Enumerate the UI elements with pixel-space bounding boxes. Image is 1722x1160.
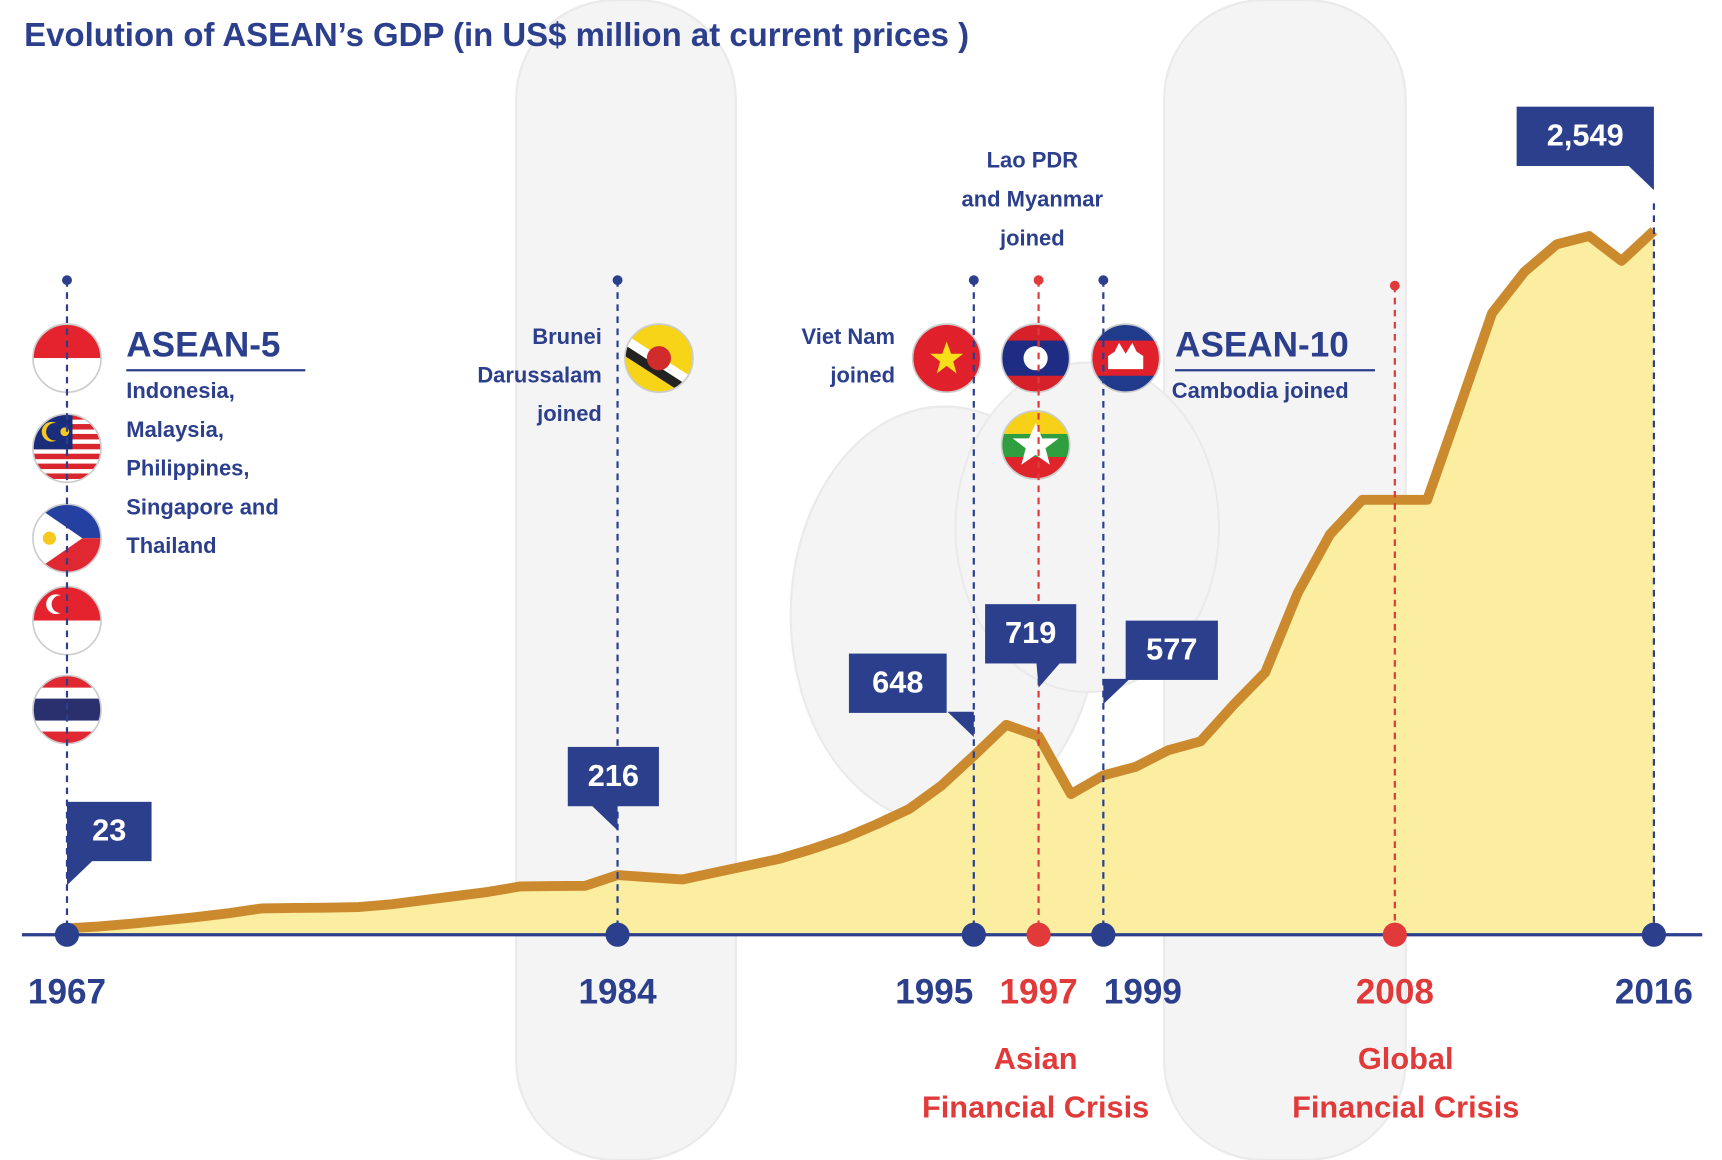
callout-tail bbox=[947, 711, 974, 738]
tick-dot bbox=[961, 922, 986, 947]
annotation-line: Viet Nam bbox=[801, 324, 895, 349]
tick-dot bbox=[1026, 922, 1051, 947]
tick-dot bbox=[1641, 922, 1666, 947]
x-tick-label: 2008 bbox=[1356, 972, 1434, 1011]
annotation-line: Darussalam bbox=[477, 363, 601, 388]
tick-top-dot bbox=[1098, 275, 1109, 286]
x-tick-label: 2016 bbox=[1615, 972, 1693, 1011]
annotation-line: joined bbox=[536, 401, 602, 426]
callout-box bbox=[985, 604, 1077, 664]
annotation-line: Singapore and bbox=[126, 494, 278, 519]
tick-dot bbox=[1382, 922, 1407, 947]
value-label: 577 bbox=[1146, 632, 1197, 667]
line bbox=[66, 227, 1658, 934]
annotation-line: Philippines, bbox=[126, 456, 249, 481]
callout-box bbox=[848, 653, 947, 713]
callout-box bbox=[66, 801, 152, 862]
annotation-title: ASEAN-5 bbox=[126, 325, 280, 364]
x-tick-label: 1995 bbox=[895, 972, 973, 1011]
annotation-line: Cambodia joined bbox=[1172, 378, 1349, 403]
annotation-line: Thailand bbox=[126, 533, 216, 558]
area bbox=[66, 230, 1654, 935]
value-label: 23 bbox=[92, 813, 126, 848]
annotation-line: Brunei bbox=[532, 324, 602, 349]
callout-box bbox=[1516, 106, 1654, 166]
flag-myanmar bbox=[1001, 410, 1070, 479]
plot bbox=[66, 227, 1658, 935]
tick-top-dot bbox=[1389, 280, 1400, 291]
annotation-line: joined bbox=[829, 363, 895, 388]
callout-tail bbox=[66, 860, 94, 886]
annotation-line: joined bbox=[999, 225, 1065, 250]
chart-title: Evolution of ASEAN’s GDP (in US$ million… bbox=[24, 16, 969, 53]
tick-dot bbox=[605, 922, 630, 947]
tick-top-dot bbox=[62, 275, 72, 286]
annotation-line: Financial Crisis bbox=[1292, 1089, 1519, 1124]
annotation-line: Asian bbox=[994, 1041, 1078, 1076]
x-tick-label: 1997 bbox=[1000, 972, 1078, 1011]
flag-vietnam bbox=[912, 324, 981, 393]
tick-top-dot bbox=[1033, 275, 1044, 286]
annotation-line: Indonesia, bbox=[126, 378, 235, 403]
callout-tail bbox=[1627, 164, 1654, 191]
tick-dot bbox=[1091, 922, 1116, 947]
x-tick-label: 1967 bbox=[28, 972, 106, 1011]
tick-dot bbox=[54, 922, 80, 947]
value-label: 2,549 bbox=[1547, 118, 1624, 153]
annotation-line: Financial Crisis bbox=[922, 1089, 1149, 1124]
x-tick-label: 1984 bbox=[578, 972, 657, 1011]
tick-top-dot bbox=[968, 275, 979, 286]
annotation-line: Global bbox=[1358, 1041, 1454, 1076]
callout-box bbox=[567, 746, 659, 807]
annotation-title: ASEAN-10 bbox=[1175, 325, 1349, 364]
callout-tail bbox=[1103, 678, 1130, 705]
callout-tail bbox=[1036, 662, 1061, 688]
flag-laos bbox=[1001, 324, 1070, 393]
callout-box bbox=[1125, 620, 1218, 680]
annotation-line: Malaysia, bbox=[126, 417, 224, 442]
tick-top-dot bbox=[612, 275, 623, 286]
value-label: 216 bbox=[588, 758, 639, 793]
annotation-line: and Myanmar bbox=[962, 186, 1104, 211]
annotation-line: Lao PDR bbox=[987, 147, 1079, 172]
flag-brunei bbox=[624, 324, 693, 393]
x-tick-label: 1999 bbox=[1104, 972, 1182, 1011]
value-label: 719 bbox=[1005, 615, 1056, 650]
value-label: 648 bbox=[872, 664, 923, 699]
